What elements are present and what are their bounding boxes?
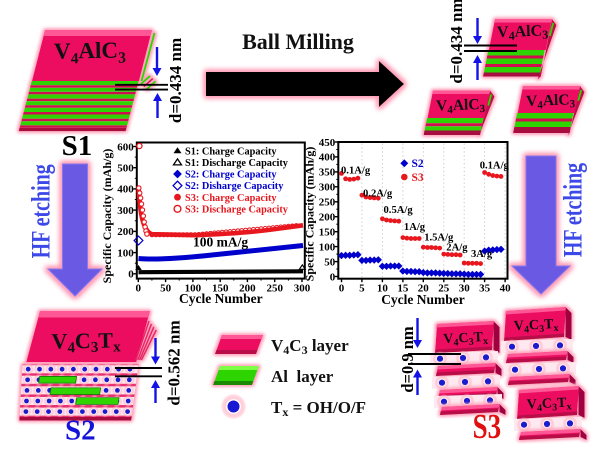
svg-text:HF etching: HF etching (27, 164, 56, 259)
svg-text:150: 150 (319, 227, 336, 239)
svg-text:250: 250 (319, 197, 336, 209)
svg-text:200: 200 (319, 212, 336, 224)
svg-text:50: 50 (160, 283, 172, 295)
svg-text:Tx = OH/O/F: Tx = OH/O/F (271, 398, 366, 419)
svg-text:2A/g: 2A/g (446, 243, 468, 254)
svg-text:30: 30 (459, 283, 471, 295)
svg-text:d=0.9 nm: d=0.9 nm (398, 326, 417, 393)
svg-text:100: 100 (319, 241, 336, 253)
svg-text:Cycle Number: Cycle Number (381, 292, 465, 307)
svg-text:S2: Charge Capacity: S2: Charge Capacity (185, 170, 277, 181)
svg-text:S2: S2 (412, 158, 424, 170)
svg-text:400: 400 (117, 184, 134, 196)
svg-text:Ball Milling: Ball Milling (242, 29, 354, 54)
svg-text:S2: S2 (65, 415, 96, 447)
svg-text:500: 500 (117, 163, 134, 175)
svg-text:0: 0 (330, 271, 336, 283)
svg-text:20: 20 (418, 283, 430, 295)
svg-text:V4C3Tx: V4C3Tx (51, 327, 121, 356)
svg-text:50: 50 (324, 256, 336, 268)
svg-text:40: 40 (500, 283, 512, 295)
svg-text:S1: Charge Capacity: S1: Charge Capacity (185, 146, 277, 157)
svg-text:3A/g: 3A/g (471, 249, 493, 260)
svg-text:0.5A/g: 0.5A/g (384, 205, 414, 216)
svg-text:0.1A/g: 0.1A/g (480, 160, 510, 171)
svg-text:V4C3 layer: V4C3 layer (271, 336, 349, 357)
svg-text:150: 150 (212, 283, 229, 295)
svg-text:S3: Discharge Capacity: S3: Discharge Capacity (185, 204, 289, 215)
svg-text:S3: S3 (412, 172, 424, 184)
svg-text:Specific Capacity (mAh/g): Specific Capacity (mAh/g) (303, 147, 317, 282)
svg-text:S1: Discharge Capacity: S1: Discharge Capacity (185, 158, 289, 169)
svg-text:100 mA/g: 100 mA/g (193, 235, 248, 250)
svg-text:0: 0 (128, 269, 134, 281)
svg-text:400: 400 (319, 152, 336, 164)
svg-text:d=0.434 nm: d=0.434 nm (447, 0, 466, 84)
svg-text:V4AlC3: V4AlC3 (54, 37, 126, 67)
svg-text:5: 5 (359, 283, 365, 295)
svg-text:100: 100 (185, 283, 202, 295)
svg-text:200: 200 (117, 226, 134, 238)
svg-text:0: 0 (339, 283, 345, 295)
svg-text:1A/g: 1A/g (404, 222, 426, 233)
svg-text:100: 100 (117, 247, 134, 259)
svg-text:600: 600 (117, 141, 134, 153)
svg-text:S2: Disharge Capacity: S2: Disharge Capacity (185, 181, 284, 192)
svg-text:d=0.434 nm: d=0.434 nm (166, 38, 185, 123)
svg-text:300: 300 (294, 283, 311, 295)
svg-text:0: 0 (136, 283, 142, 295)
svg-text:Al layer: Al layer (271, 367, 334, 386)
svg-text:25: 25 (438, 283, 450, 295)
svg-text:S1: S1 (62, 130, 93, 162)
svg-text:300: 300 (117, 205, 134, 217)
svg-text:10: 10 (377, 283, 389, 295)
svg-text:d=0.562 nm: d=0.562 nm (165, 320, 184, 405)
svg-text:200: 200 (239, 283, 256, 295)
svg-text:S3: S3 (473, 407, 502, 446)
svg-text:450: 450 (319, 137, 336, 149)
svg-text:300: 300 (319, 182, 336, 194)
svg-text:35: 35 (479, 283, 491, 295)
svg-text:350: 350 (319, 167, 336, 179)
svg-text:0.1A/g: 0.1A/g (341, 166, 371, 177)
svg-text:1.5A/g: 1.5A/g (424, 233, 454, 244)
svg-text:Specific Capacity (mAh/g): Specific Capacity (mAh/g) (100, 149, 114, 284)
svg-text:15: 15 (397, 283, 409, 295)
svg-text:250: 250 (266, 283, 283, 295)
svg-text:0.2A/g: 0.2A/g (363, 188, 393, 199)
svg-text:Cycle Number: Cycle Number (179, 291, 263, 306)
svg-text:HF etching: HF etching (559, 163, 588, 258)
svg-text:S3: Charge Capacity: S3: Charge Capacity (185, 193, 277, 204)
